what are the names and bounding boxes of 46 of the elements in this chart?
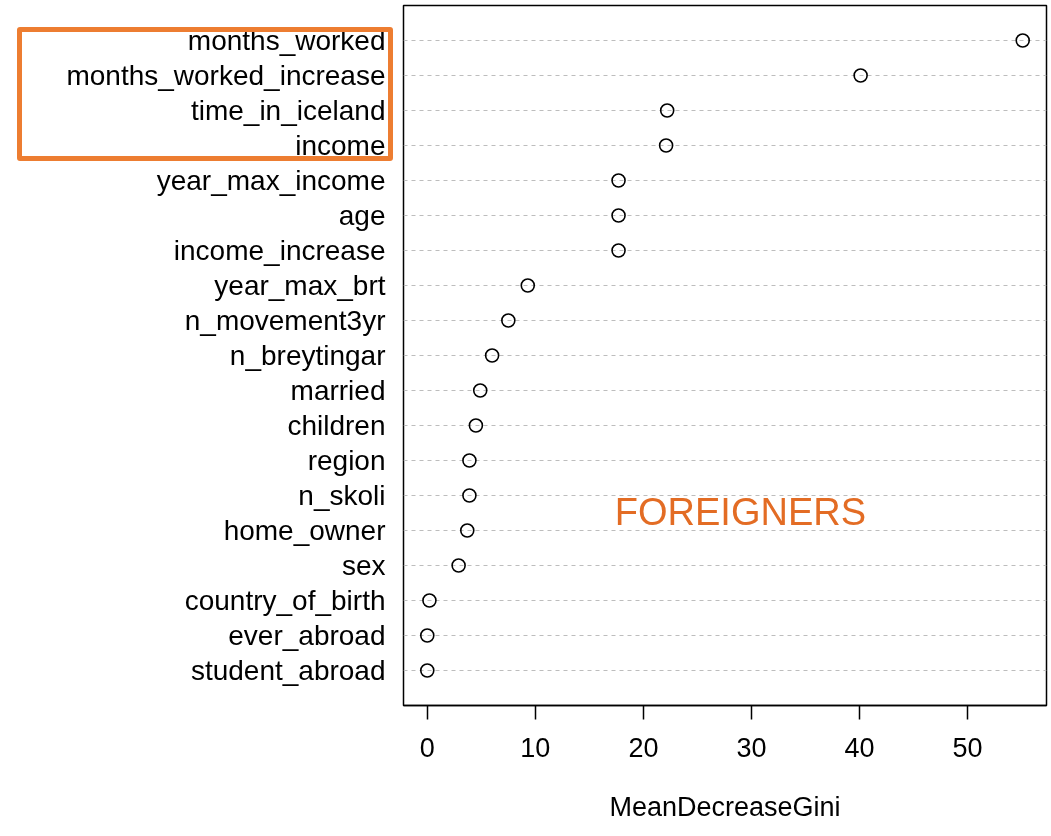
x-tick-label: 30 xyxy=(736,732,767,763)
point xyxy=(419,663,435,678)
y-tick-label: student_abroad xyxy=(190,655,386,686)
point xyxy=(419,628,435,643)
point xyxy=(472,383,488,398)
y-tick-label: year_max_income xyxy=(156,165,386,196)
y-tick-label: ever_abroad xyxy=(228,620,386,651)
y-tick-label: sex xyxy=(341,550,386,581)
point xyxy=(459,523,475,538)
y-tick-label: n_skoli xyxy=(298,480,386,511)
point xyxy=(451,558,466,573)
x-tick-label: 20 xyxy=(628,732,659,763)
y-tick-label: months_worked xyxy=(187,25,386,56)
point xyxy=(611,173,626,188)
y-tick-label: country_of_birth xyxy=(184,585,386,616)
x-tick-label: 0 xyxy=(419,732,435,763)
y-tick-label: region xyxy=(307,445,386,476)
y-tick-label: income xyxy=(295,130,386,161)
x-tick-label: 50 xyxy=(952,732,983,763)
y-tick-label: year_max_brt xyxy=(214,270,386,301)
x-tick-label: 40 xyxy=(844,732,875,763)
y-tick-label: income_increase xyxy=(173,235,386,266)
point xyxy=(611,208,626,223)
y-tick-label: age xyxy=(338,200,386,231)
point xyxy=(520,278,536,293)
annotation: FOREIGNERS xyxy=(614,491,867,534)
point xyxy=(462,488,477,503)
y-tick-label: months_worked_increase xyxy=(66,60,386,91)
y-tick-label: home_owner xyxy=(223,515,386,546)
point xyxy=(1015,33,1031,48)
x-axis-title: MeanDecreaseGini xyxy=(609,791,841,822)
x-tick-label: 10 xyxy=(520,732,551,763)
y-tick-label: children xyxy=(287,410,386,441)
y-tick-label: n_breytingar xyxy=(229,340,386,371)
y-tick-label: married xyxy=(290,375,386,406)
point xyxy=(659,103,675,118)
point xyxy=(422,593,437,608)
point xyxy=(658,138,674,153)
point xyxy=(462,453,477,468)
y-tick-label: time_in_iceland xyxy=(190,95,386,126)
point xyxy=(484,348,500,363)
point xyxy=(853,68,868,83)
point xyxy=(611,243,626,258)
point xyxy=(468,418,484,433)
point xyxy=(501,313,516,328)
y-tick-label: n_movement3yr xyxy=(184,305,386,336)
